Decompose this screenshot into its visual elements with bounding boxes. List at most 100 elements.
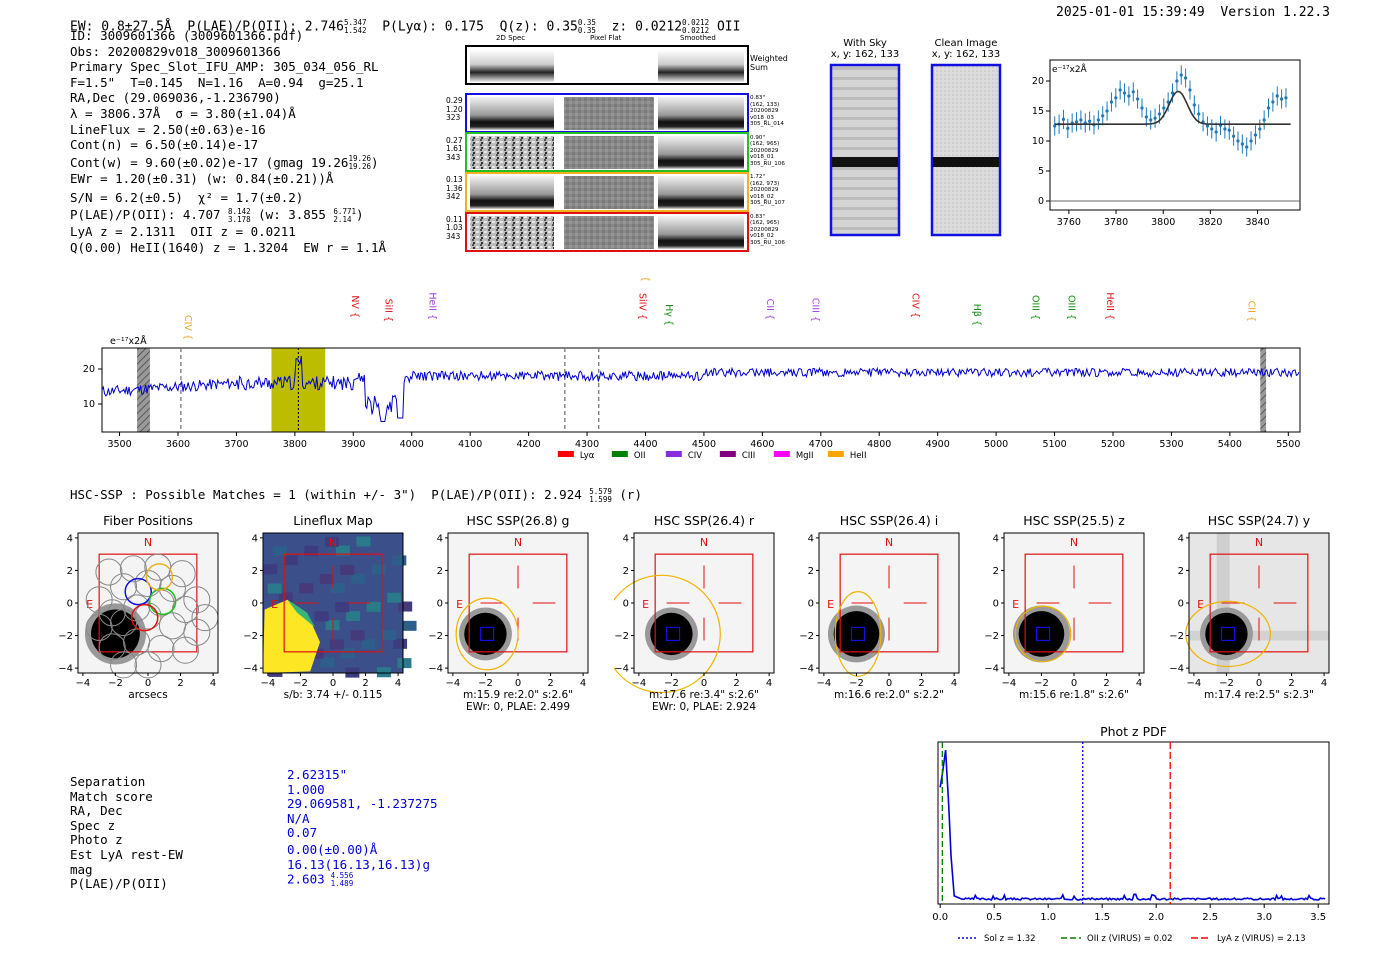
zoom-point: [1157, 112, 1162, 116]
zoom-point: [1184, 76, 1188, 80]
zoom-point: [1061, 117, 1066, 121]
match-value: 16.13(16.13,16.13)g: [287, 856, 430, 872]
east-label: E: [642, 598, 649, 611]
panel-xtick-label: −2: [108, 678, 123, 689]
row-meta-line: 305_RL_014: [750, 121, 784, 128]
sky-images: [829, 63, 1002, 237]
zoom-point: [1249, 139, 1253, 143]
spec-xtick-label: 5000: [984, 439, 1008, 450]
row-stat: 0.11: [446, 214, 463, 224]
panel-caption: s/b: 3.74 +/- 0.115: [284, 689, 383, 701]
panel-xtick-label: −4: [632, 678, 647, 689]
zoom-xtick-label: 3780: [1104, 217, 1128, 228]
search-box: [468, 553, 568, 653]
zoom-xtick-label: 3820: [1198, 217, 1222, 228]
row-meta-line: (162, 965): [750, 141, 780, 148]
panel-ytick-label: −2: [58, 631, 73, 642]
photz-xtick-label: 3.0: [1256, 912, 1272, 923]
legend-swatch: [719, 451, 736, 457]
zoom-point: [1232, 134, 1236, 138]
clean-trace: [933, 157, 999, 167]
panel-caption-2: EWr: 0, PLAE: 2.924: [652, 701, 756, 713]
lineflux-pixel: [382, 629, 397, 640]
panel-ytick-label: −4: [58, 664, 73, 675]
lineflux-pixel: [335, 602, 350, 613]
panel-image: N E −4 −2 0 2 4 4 2 0 −2 −4 s/b: 3.74 +/- 0.115: [243, 532, 417, 701]
with-sky-title: With Sky: [843, 38, 887, 49]
header-z-lo: 0.0212: [682, 25, 710, 35]
lineflux-pixel: [324, 536, 339, 547]
lineflux-pixel: [314, 611, 329, 622]
panel-xtick-label: −4: [76, 678, 91, 689]
spec-xtick-label: 5200: [1101, 439, 1125, 450]
zoom-point: [1053, 124, 1057, 128]
row-meta-3: 1.72" (162, 973) 20200829 v018_02 305_RU_107: [750, 174, 785, 207]
col-pixel-flat: Pixel Flat: [590, 34, 622, 42]
photz-xtick-label: 2.0: [1148, 912, 1164, 923]
panel-xtick-label: 2: [177, 678, 183, 689]
panel-title: HSC SSP(26.4) i: [839, 513, 939, 528]
target-box: [1035, 626, 1051, 642]
spec-xtick-label: 4600: [750, 439, 774, 450]
panel-xtick-label: 2: [547, 678, 553, 689]
lineflux-pixel: [340, 564, 355, 575]
col-smoothed: Smoothed: [680, 34, 716, 42]
row-stats-4: 0.11 1.03 343: [446, 214, 463, 242]
spec-xtick-label: 5100: [1042, 439, 1066, 450]
fiber-circle: [134, 602, 162, 630]
hsc-summary-text: HSC-SSP : Possible Matches = 1 (within +…: [70, 487, 582, 502]
zoom-ytick-label: 15: [1032, 106, 1044, 117]
panel-xtick-label: 2: [362, 678, 368, 689]
info-lya-z: LyA z = 2.1311 OII z = 0.0211: [70, 223, 296, 239]
zoom-xtick-label: 3760: [1057, 217, 1081, 228]
image-panel-7: HSC SSP(24.7) y N E −4 −2 0 2 4 4 2 0 −2 −4 m:17.4 re…: [1169, 510, 1349, 725]
masked-region: [137, 348, 150, 432]
info-quality: F=1.5" T=0.145 N=1.16 A=0.94 g=25.1: [70, 74, 364, 90]
spec-xtick-label: 5400: [1218, 439, 1242, 450]
zoom-point: [1236, 139, 1240, 143]
legend-label: MgII: [796, 451, 814, 461]
photz-curve: [939, 749, 1326, 902]
header-plae-hi: 5.347: [343, 17, 367, 27]
plae-w: (w: 3.855: [258, 207, 326, 223]
cont-w-hi: 19.26: [348, 154, 372, 164]
spectral-line-label: OIII {: [1066, 295, 1077, 320]
spectral-line-label: CIV {: [182, 315, 193, 340]
panel-ytick-label: −4: [614, 664, 629, 675]
zoom-point: [1144, 115, 1148, 119]
panel-ytick-label: 4: [67, 533, 73, 544]
zoom-point: [1105, 109, 1109, 113]
row-stat: 0.27: [446, 135, 463, 145]
match-label: Est LyA rest-EW: [70, 846, 183, 862]
fiber-fourth: [130, 603, 159, 632]
detection-info: ID: 3009601366 (3009601366.pdf) Obs: 202…: [70, 28, 386, 255]
fiber-secondary: [148, 587, 177, 616]
match-value: 1.000: [287, 781, 325, 797]
header-z-hi: 0.0212: [682, 17, 710, 27]
hsc-summary-end: (r): [619, 487, 642, 502]
photz-legend-label: LyA z (VIRUS) = 2.13: [1217, 934, 1306, 944]
spec-ytick-label: 10: [83, 399, 95, 410]
panel-ytick-label: −4: [984, 664, 999, 675]
panel-ytick-label: 2: [623, 566, 629, 577]
zoom-point: [1074, 120, 1079, 124]
zoom-point: [1284, 96, 1288, 100]
lineflux-edge: [287, 599, 316, 628]
search-box: [1024, 553, 1124, 653]
zoom-point: [1192, 103, 1196, 107]
image-panels: Fiber Positions N E −4 −2 0 2 4 4 2 0 −2 −4 arcsecs Li…: [0, 510, 1400, 725]
zoom-point: [1271, 100, 1275, 104]
weighted-label: Weighted: [750, 54, 788, 63]
lineflux-pixel: [320, 657, 335, 668]
spec-xtick-label: 3700: [224, 439, 248, 450]
legend-swatch: [827, 451, 844, 457]
row-stat: 0.29: [446, 96, 463, 105]
match-label: RA, Dec: [70, 803, 123, 819]
panel-ytick-label: 0: [808, 599, 814, 610]
zoom-point: [1175, 79, 1179, 83]
cutout-grid: [465, 45, 749, 252]
panel-xtick-label: −4: [1002, 678, 1017, 689]
row-stat: 1.20: [446, 104, 463, 114]
panel-xtick-label: −2: [849, 678, 864, 689]
